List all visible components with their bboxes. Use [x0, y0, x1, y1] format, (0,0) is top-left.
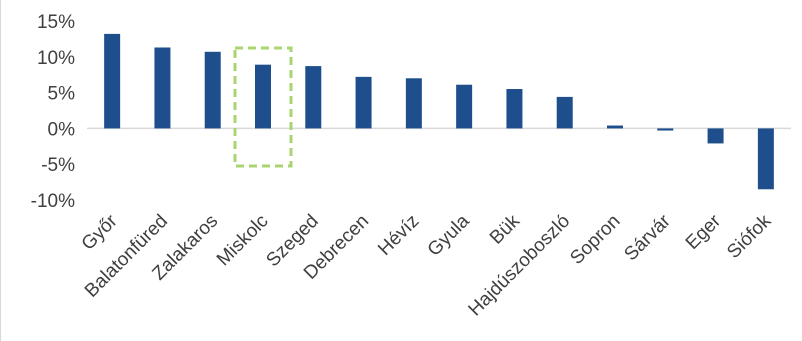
x-tick-label: Siófok: [723, 210, 776, 263]
bar-hajdúszoboszló: [556, 96, 573, 129]
x-axis-labels: GyőrBalatonfüredZalakarosMiskolcSzegedDe…: [78, 210, 776, 320]
bar-eger: [707, 128, 724, 144]
bar-miskolc: [255, 64, 271, 129]
bar-bük: [506, 89, 523, 129]
bar-szeged: [305, 66, 322, 129]
y-axis: -10% -5% 0% 5% 10% 15%: [31, 12, 75, 212]
y-tick-label: 10%: [37, 48, 75, 69]
x-tick-label: Sárvár: [620, 210, 675, 265]
x-tick-label: Eger: [682, 210, 726, 254]
bar-hévíz: [405, 78, 422, 129]
y-tick-label: -10%: [31, 191, 75, 212]
bar-gyula: [456, 84, 473, 129]
bar-balatonfüred: [154, 47, 171, 129]
y-tick-label: 0%: [48, 119, 76, 140]
x-tick-label: Sopron: [566, 211, 624, 269]
y-tick-label: 15%: [37, 12, 75, 33]
x-tick-label: Miskolc: [213, 211, 273, 271]
x-tick-label: Gyula: [424, 210, 474, 260]
y-tick-label: 5%: [48, 84, 76, 105]
x-tick-label: Győr: [78, 210, 122, 254]
bar-sopron: [607, 125, 623, 129]
x-tick-label: Hévíz: [374, 211, 423, 260]
bar-sárvár: [657, 128, 674, 131]
bar-series: [104, 33, 774, 190]
highlight-box: [233, 46, 293, 168]
y-tick-label: -5%: [41, 155, 75, 176]
bar-siófok: [757, 128, 774, 190]
x-tick-label: Bük: [486, 210, 524, 248]
bar-győr: [104, 33, 121, 129]
bar-zalakaros: [204, 51, 221, 129]
bar-debrecen: [355, 76, 372, 129]
